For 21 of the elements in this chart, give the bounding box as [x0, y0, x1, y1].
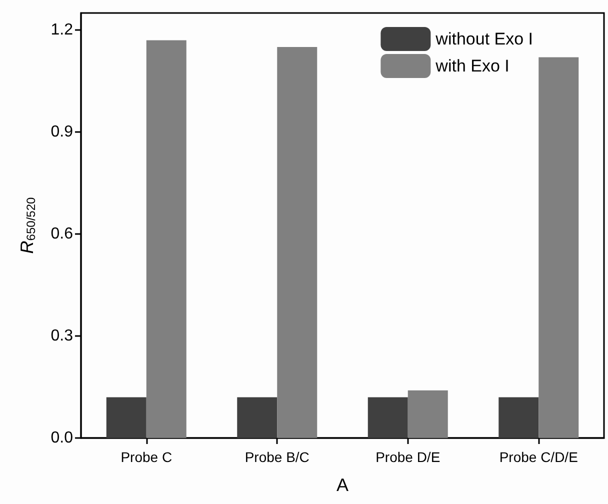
bar [146, 40, 186, 438]
bar [538, 57, 579, 438]
bar [237, 397, 278, 438]
y-tick-label: 0.3 [50, 328, 74, 344]
legend-label: without Exo I [434, 30, 533, 48]
bar [277, 47, 318, 438]
x-tick-label: Probe C [120, 449, 172, 465]
bar [498, 397, 539, 438]
bar [368, 397, 408, 438]
x-tick-label: Probe C/D/E [499, 449, 578, 465]
y-axis-title: R650/520 [17, 196, 38, 254]
x-tick-label: Probe D/E [376, 449, 440, 465]
y-tick-label: 0.0 [50, 430, 74, 446]
x-axis-title: A [336, 475, 349, 495]
y-tick-label: 0.6 [50, 226, 74, 242]
y-tick-label: 0.9 [50, 124, 74, 140]
bar [408, 390, 448, 438]
legend-label: with Exo I [434, 56, 510, 76]
y-tick-label: 1.2 [50, 22, 74, 38]
bar [106, 397, 146, 438]
x-tick-label: Probe B/C [244, 449, 310, 465]
